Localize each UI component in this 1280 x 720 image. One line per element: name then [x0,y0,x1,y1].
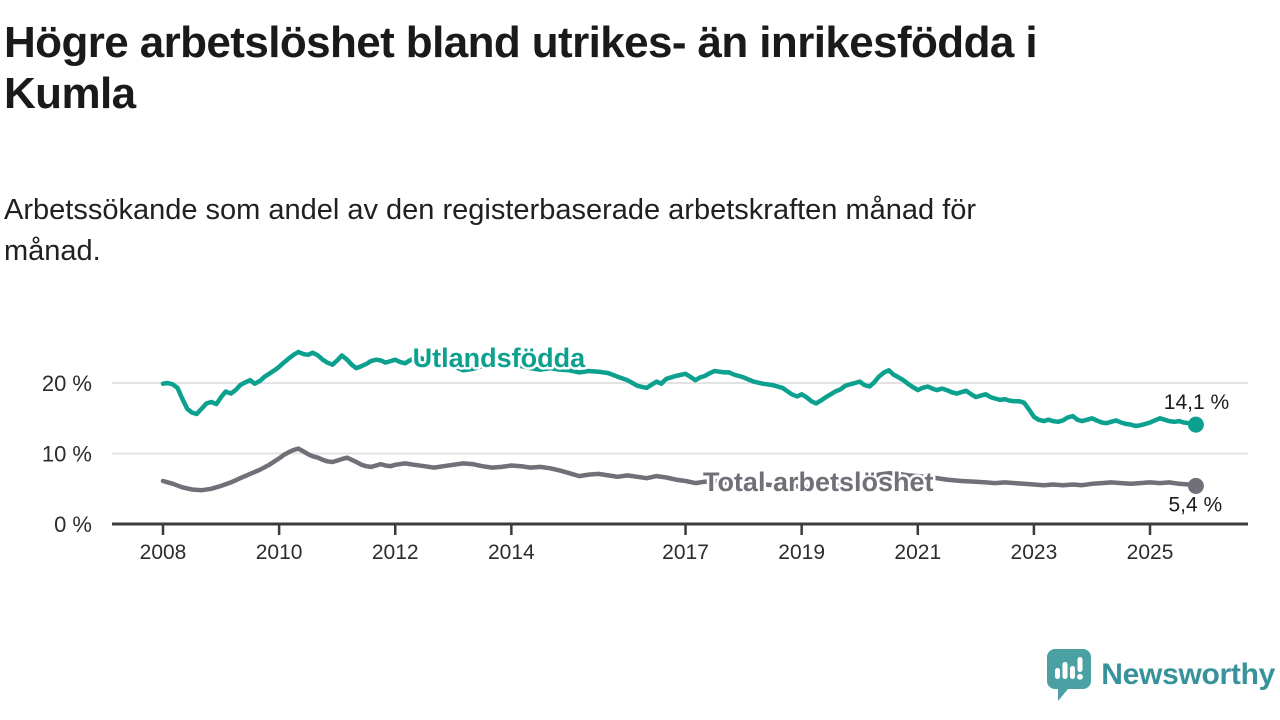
series-label-0: Utlandsfödda [413,343,586,373]
x-axis-tick-label: 2010 [256,541,303,564]
y-axis-tick-label: 0 % [54,512,92,537]
end-value-label-1: 5,4 % [1168,493,1222,516]
page-title: Högre arbetslöshet bland utrikes- än inr… [4,18,1224,119]
y-axis-tick-label: 20 % [42,371,92,396]
brand-name: Newsworthy [1101,658,1275,691]
chart-header: Högre arbetslöshet bland utrikes- än inr… [4,18,1224,119]
page-title-line1: Högre arbetslöshet bland utrikes- än inr… [4,18,1038,67]
x-axis-tick-label: 2019 [778,541,825,564]
x-axis-tick-label: 2025 [1127,541,1174,564]
series-end-dot-0 [1187,416,1204,433]
x-axis-tick-label: 2023 [1011,541,1058,564]
x-axis-tick-label: 2014 [488,541,535,564]
y-axis-tick-label: 10 % [42,442,92,467]
chart-subtitle: Arbetssökande som andel av den registerb… [4,190,1224,272]
series-line-0 [160,349,1199,429]
newsworthy-logo-icon [1047,649,1092,701]
newsworthy-branding: Newsworthy [1046,648,1275,702]
end-value-label-0: 14,1 % [1164,391,1229,414]
series-end-dot-1 [1187,477,1204,494]
series-label-1: Total arbetslöshet [703,467,934,497]
chart-subtitle-line1: Arbetssökande som andel av den registerb… [4,194,977,226]
x-axis-tick-label: 2008 [140,541,187,564]
x-axis-tick-label: 2017 [662,541,709,564]
series-line-1 [160,446,1199,493]
chart-subtitle-line2: månad. [4,235,101,268]
x-axis-tick-label: 2012 [372,541,419,564]
page-title-line2: Kumla [4,68,136,118]
x-axis-tick-label: 2021 [894,541,941,564]
